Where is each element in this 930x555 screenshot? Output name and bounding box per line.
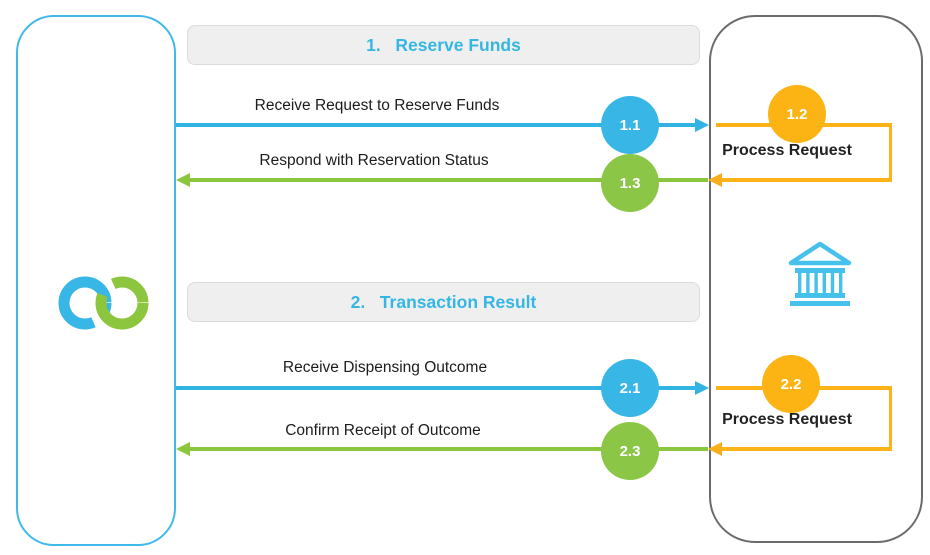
process-loop-line-1 — [888, 123, 892, 182]
response-arrow-line-1 — [190, 178, 708, 182]
step-badge-2-1: 2.1 — [601, 359, 659, 417]
process-loop-line-2 — [888, 386, 892, 451]
section-2-title: 2. Transaction Result — [350, 291, 537, 312]
bank-icon — [788, 241, 852, 306]
arrowhead-left-icon — [176, 442, 190, 456]
interlocking-rings-logo-icon — [58, 276, 149, 330]
message-label-response-1: Respond with Reservation Status — [259, 152, 489, 169]
arrowhead-left-icon — [708, 173, 722, 187]
step-badge-2-3: 2.3 — [601, 422, 659, 480]
request-arrow-line-1 — [176, 123, 696, 127]
process-loop-line-2 — [720, 447, 892, 451]
section-2-header: 2. Transaction Result — [187, 282, 700, 322]
process-request-label-1: Process Request — [722, 142, 852, 159]
process-loop-line-1 — [720, 178, 892, 182]
step-badge-1-2: 1.2 — [768, 85, 826, 143]
arrowhead-left-icon — [176, 173, 190, 187]
arrowhead-left-icon — [708, 442, 722, 456]
response-arrow-line-2 — [190, 447, 708, 451]
message-label-request-1: Receive Request to Reserve Funds — [254, 97, 500, 114]
step-badge-1-1: 1.1 — [601, 96, 659, 154]
message-label-response-2: Confirm Receipt of Outcome — [285, 422, 481, 439]
arrowhead-right-icon — [695, 118, 709, 132]
section-1-title: 1. Reserve Funds — [366, 34, 521, 55]
process-request-label-2: Process Request — [722, 411, 852, 428]
step-badge-1-3: 1.3 — [601, 154, 659, 212]
section-1-header: 1. Reserve Funds — [187, 25, 700, 65]
message-label-request-2: Receive Dispensing Outcome — [282, 359, 488, 376]
arrowhead-right-icon — [695, 381, 709, 395]
step-badge-2-2: 2.2 — [762, 355, 820, 413]
request-arrow-line-2 — [176, 386, 696, 390]
